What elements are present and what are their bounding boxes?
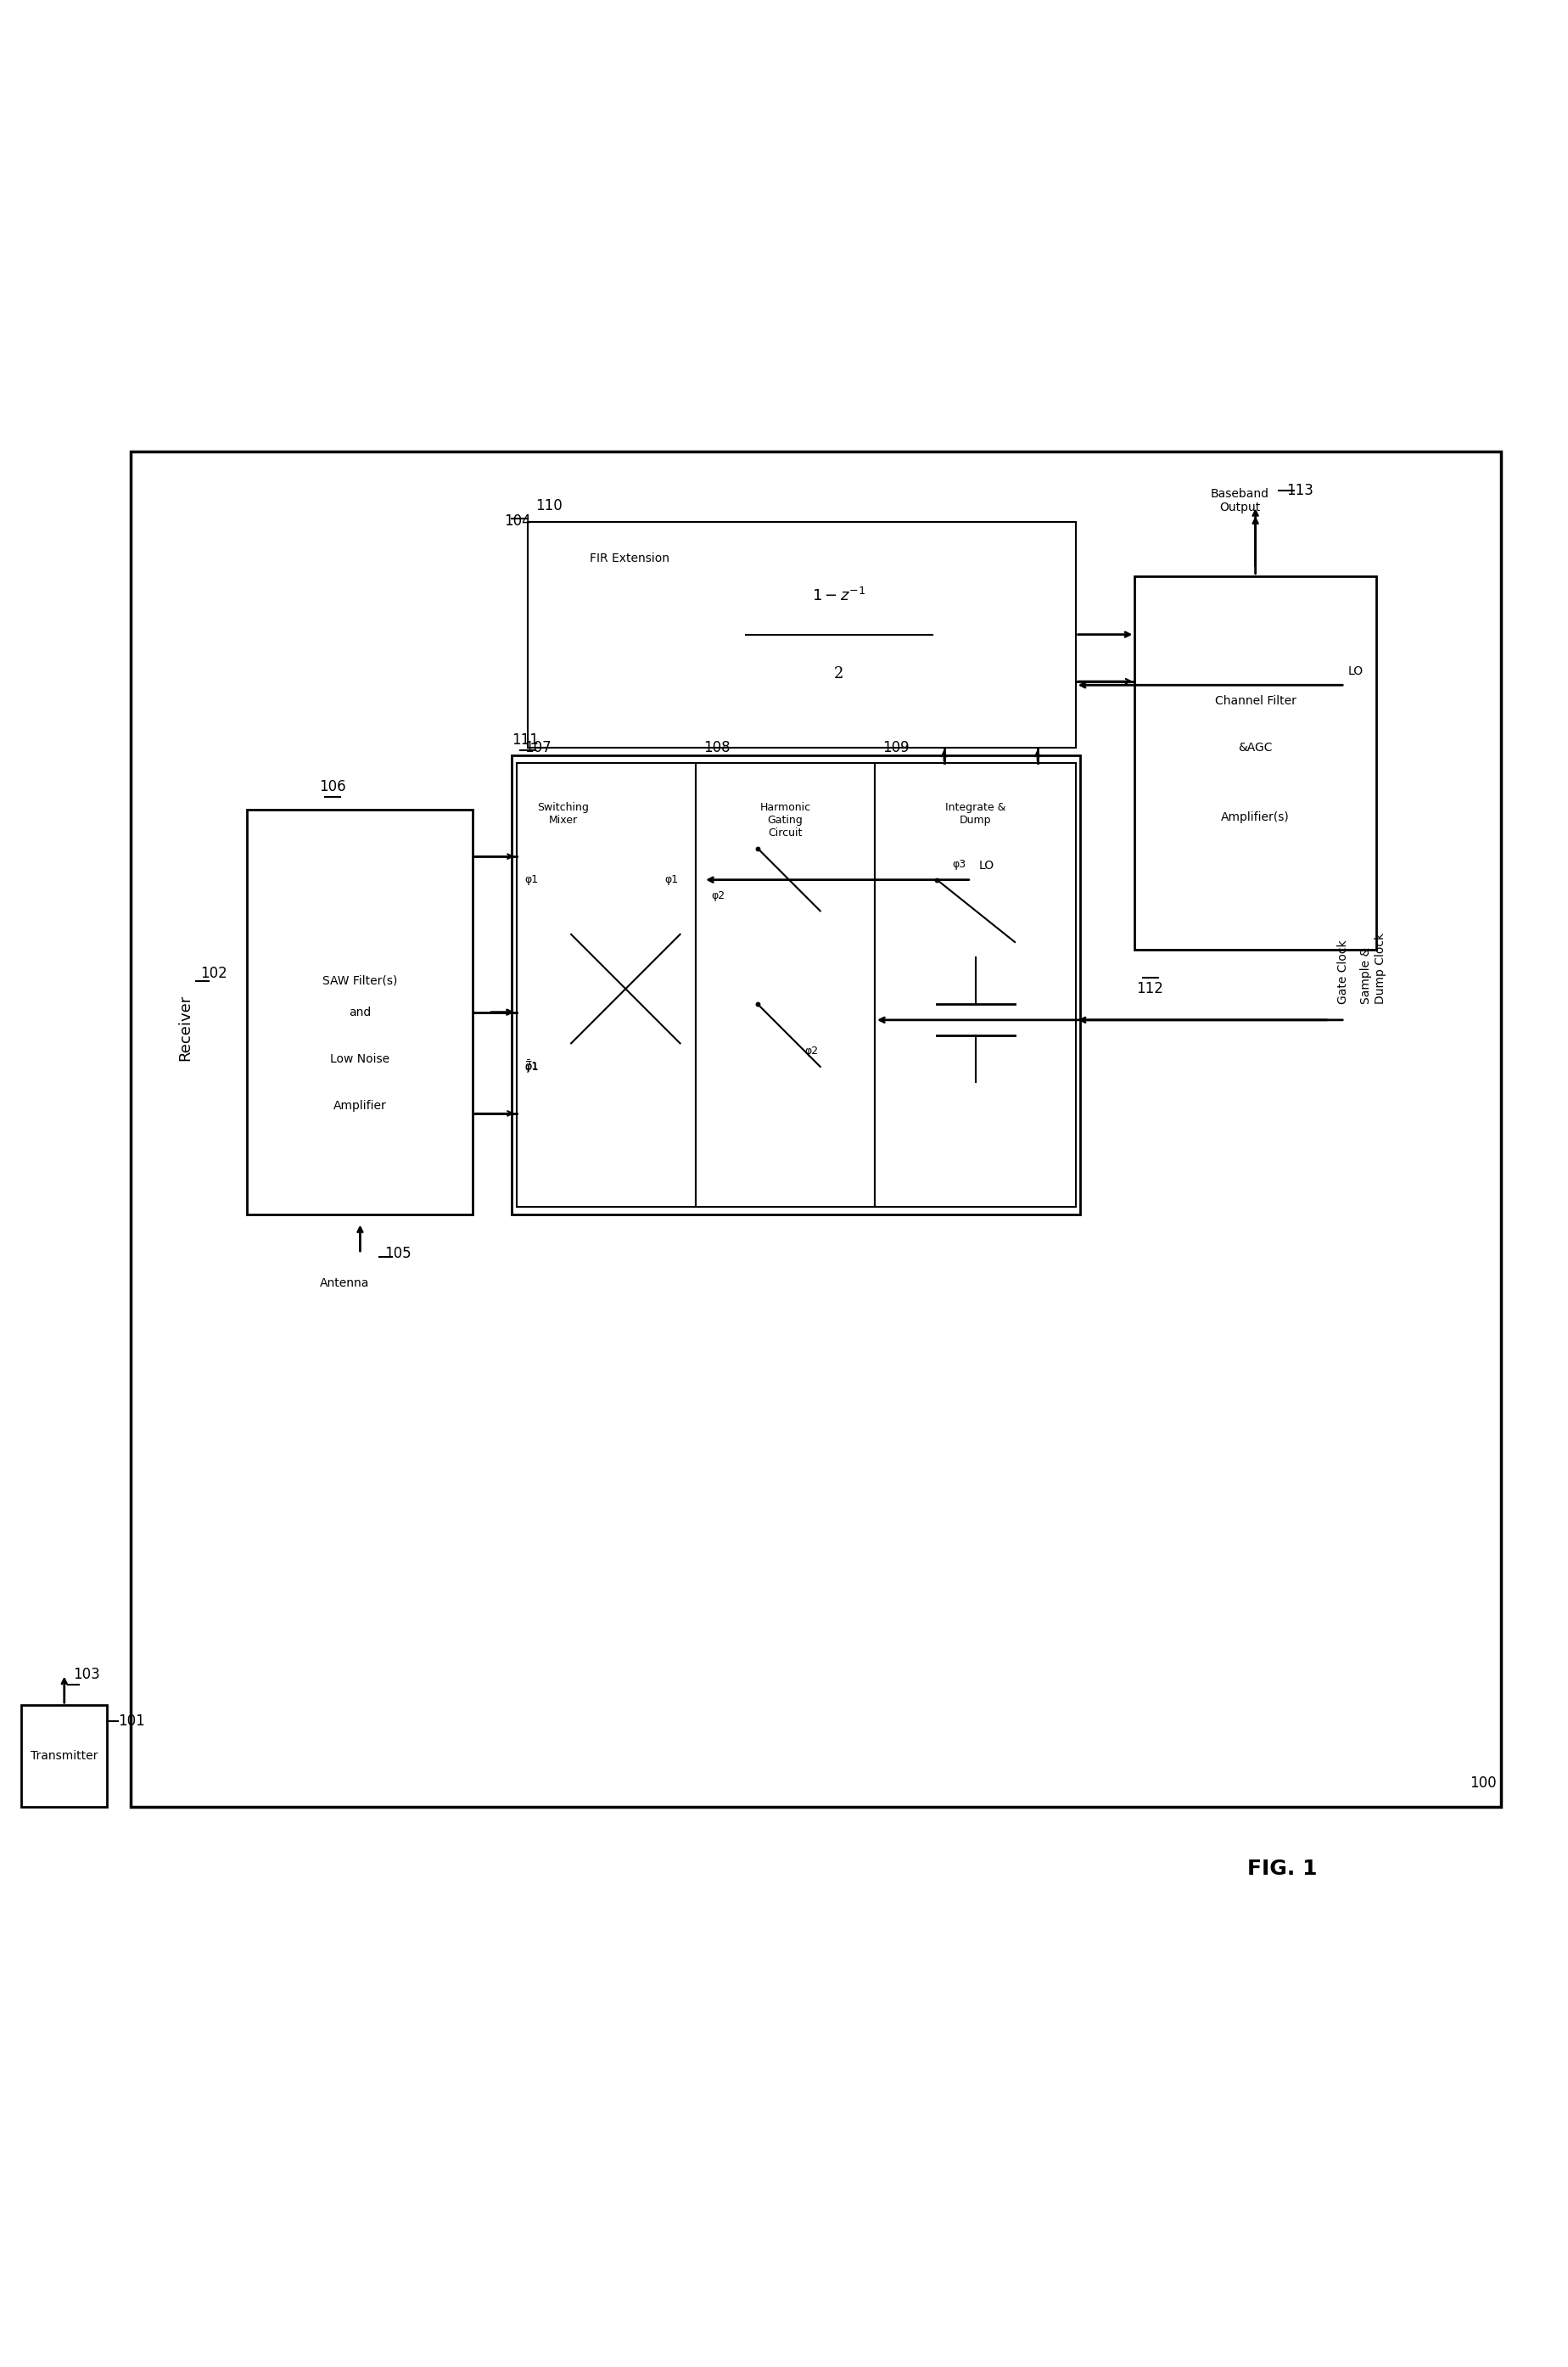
Bar — [503, 530, 1344, 1214]
Text: φ2: φ2 — [710, 890, 724, 902]
Text: Amplifier(s): Amplifier(s) — [1220, 812, 1289, 824]
Bar — [248, 810, 474, 1214]
Text: 104: 104 — [503, 514, 530, 530]
Bar — [130, 452, 1501, 1806]
Text: φ2: φ2 — [804, 1046, 818, 1056]
Text: LO: LO — [1347, 665, 1363, 677]
Text: Baseband
Output: Baseband Output — [1210, 488, 1269, 514]
Text: Gate Clock: Gate Clock — [1336, 940, 1348, 1004]
Text: Antenna: Antenna — [320, 1276, 368, 1288]
Bar — [1134, 575, 1375, 949]
Text: φ1: φ1 — [665, 873, 677, 885]
Text: 101: 101 — [118, 1714, 144, 1728]
Text: 106: 106 — [320, 779, 347, 795]
Text: 112: 112 — [1135, 980, 1163, 997]
Text: SAW Filter(s): SAW Filter(s) — [323, 975, 397, 987]
Bar — [209, 497, 1328, 1650]
Text: FIG. 1: FIG. 1 — [1247, 1858, 1317, 1879]
Text: Low Noise: Low Noise — [331, 1053, 390, 1065]
Text: $\bar{\phi}1$: $\bar{\phi}1$ — [524, 1058, 538, 1075]
Bar — [511, 755, 1080, 1214]
Text: FIR Extension: FIR Extension — [590, 554, 670, 566]
Text: Harmonic
Gating
Circuit: Harmonic Gating Circuit — [759, 802, 811, 838]
Text: 103: 103 — [72, 1666, 100, 1683]
Text: 109: 109 — [883, 741, 909, 755]
Text: LO: LO — [978, 859, 994, 871]
Text: 110: 110 — [535, 499, 561, 514]
Text: 105: 105 — [384, 1245, 411, 1262]
Text: φ̅1: φ̅1 — [524, 1060, 538, 1072]
Text: Channel Filter: Channel Filter — [1214, 696, 1295, 708]
Text: Switching
Mixer: Switching Mixer — [538, 802, 590, 826]
Bar — [527, 521, 1076, 748]
Text: 113: 113 — [1286, 483, 1312, 497]
Bar — [516, 762, 695, 1207]
Text: 107: 107 — [524, 741, 550, 755]
Text: $1-z^{-1}$: $1-z^{-1}$ — [812, 587, 866, 604]
Text: &AGC: &AGC — [1237, 741, 1272, 753]
Text: 100: 100 — [1469, 1775, 1496, 1792]
Bar — [875, 762, 1076, 1207]
Text: 2: 2 — [834, 665, 844, 682]
Text: Integrate &
Dump: Integrate & Dump — [944, 802, 1005, 826]
Text: φ1: φ1 — [524, 873, 538, 885]
Text: Sample &
Dump Clock: Sample & Dump Clock — [1359, 933, 1386, 1004]
Text: and: and — [348, 1006, 372, 1018]
Bar — [695, 762, 875, 1207]
Text: 102: 102 — [201, 966, 227, 980]
Bar — [22, 1704, 107, 1806]
Text: Transmitter: Transmitter — [31, 1749, 97, 1761]
Text: 108: 108 — [702, 741, 729, 755]
Text: 111: 111 — [511, 731, 539, 748]
Text: Amplifier: Amplifier — [334, 1101, 387, 1112]
Text: Receiver: Receiver — [177, 994, 193, 1060]
Text: φ3: φ3 — [952, 859, 966, 869]
